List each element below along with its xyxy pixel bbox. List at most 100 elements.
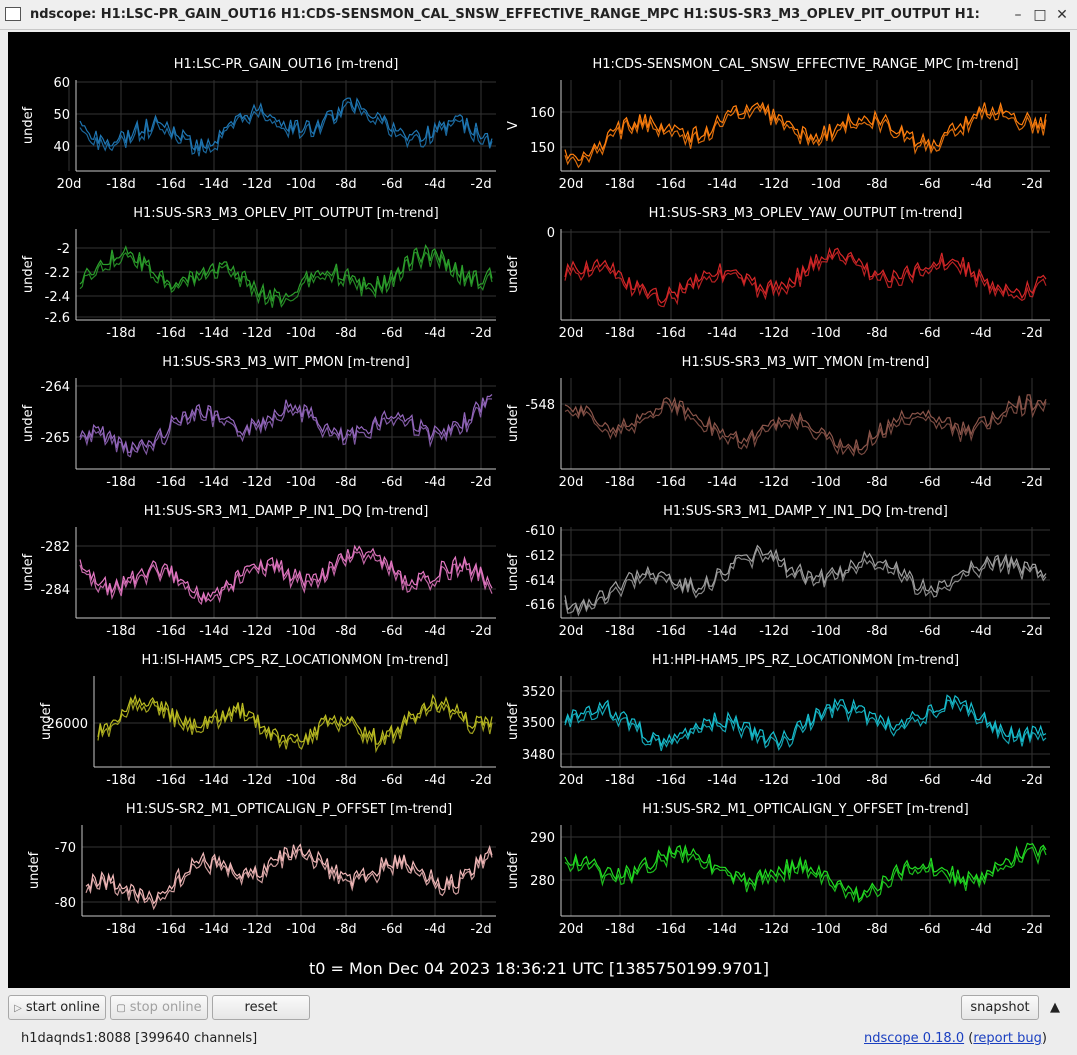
x-tick-label: -16d	[656, 177, 686, 192]
play-icon: ▷	[14, 1003, 22, 1014]
trace-min	[85, 848, 493, 911]
x-tick-label: -14d	[199, 624, 229, 639]
plot-panel: H1:SUS-SR2_M1_OPTICALIGN_Y_OFFSET [m-tre…	[506, 802, 1050, 937]
x-tick-label: -2d	[1021, 326, 1042, 341]
version-info: ndscope 0.18.0 (report bug)	[864, 1031, 1047, 1046]
x-tick-label: -12d	[242, 624, 272, 639]
reset-button[interactable]: reset	[212, 995, 310, 1020]
x-tick-label: -14d	[707, 177, 737, 192]
x-tick-label: -10d	[811, 773, 841, 788]
x-tick-label: 20d	[559, 475, 584, 490]
x-tick-label: -4d	[424, 922, 445, 937]
x-tick-label: 20d	[559, 326, 584, 341]
plot-panel: H1:SUS-SR3_M1_DAMP_P_IN1_DQ [m-trend] und…	[21, 504, 496, 639]
x-tick-label: -2d	[1021, 922, 1042, 937]
x-tick-label: -18d	[106, 773, 136, 788]
x-tick-label: -4d	[970, 475, 991, 490]
x-tick-label: -12d	[242, 475, 272, 490]
x-tick-label: -16d	[156, 624, 186, 639]
y-tick-label: -264	[40, 380, 70, 395]
x-tick-label: -2d	[470, 475, 491, 490]
trace-max	[79, 243, 493, 305]
x-tick-label: -18d	[605, 177, 635, 192]
x-tick-label: -14d	[199, 475, 229, 490]
x-tick-label: -8d	[335, 922, 356, 937]
plot-title: H1:SUS-SR3_M3_OPLEV_YAW_OUTPUT [m-trend]	[649, 206, 963, 221]
trace-max	[79, 97, 493, 152]
plot-title: H1:LSC-PR_GAIN_OUT16 [m-trend]	[174, 57, 399, 72]
x-tick-label: -10d	[286, 922, 316, 937]
collapse-arrow-icon[interactable]: ▲	[1050, 1000, 1060, 1015]
plot-panel: H1:CDS-SENSMON_CAL_SNSW_EFFECTIVE_RANGE_…	[506, 57, 1050, 192]
trace-max	[564, 544, 1047, 613]
report-bug-link[interactable]: report bug	[973, 1031, 1042, 1046]
plot-title: H1:SUS-SR2_M1_OPTICALIGN_P_OFFSET [m-tre…	[126, 802, 452, 817]
y-axis-label: undef	[21, 106, 36, 144]
window-title: ndscope: H1:LSC-PR_GAIN_OUT16 H1:CDS-SEN…	[30, 7, 980, 22]
y-tick-label: -548	[525, 398, 555, 413]
x-tick-label: -18d	[605, 475, 635, 490]
x-tick-label: -14d	[199, 177, 229, 192]
trace-min	[79, 101, 493, 157]
trace-max	[564, 694, 1047, 748]
snapshot-button[interactable]: snapshot	[961, 995, 1039, 1020]
trace-max	[564, 394, 1047, 453]
x-tick-label: -8d	[866, 475, 887, 490]
y-axis-label: V	[506, 121, 521, 130]
stop-online-button[interactable]: ▢ stop online	[110, 995, 208, 1020]
minimize-icon[interactable]: –	[1014, 7, 1022, 23]
y-tick-label: 40	[53, 140, 70, 155]
x-tick-label: -6d	[381, 624, 402, 639]
x-tick-label: -18d	[605, 624, 635, 639]
x-tick-label: -6d	[919, 326, 940, 341]
x-tick-label: -2d	[470, 624, 491, 639]
trace-min	[564, 250, 1047, 308]
plot-title: H1:SUS-SR3_M1_DAMP_Y_IN1_DQ [m-trend]	[663, 504, 948, 519]
plot-panel: H1:SUS-SR3_M3_OPLEV_PIT_OUTPUT [m-trend]…	[21, 206, 496, 341]
x-tick-label: -18d	[106, 177, 136, 192]
trace-max	[79, 394, 493, 453]
stop-online-label: stop online	[129, 1000, 202, 1015]
x-tick-label: -8d	[866, 773, 887, 788]
trace-min	[79, 550, 493, 606]
x-tick-label: -12d	[242, 922, 272, 937]
x-tick-label: -16d	[156, 922, 186, 937]
x-tick-label: -12d	[759, 177, 789, 192]
y-axis-label: undef	[506, 255, 521, 293]
x-tick-label: -16d	[156, 326, 186, 341]
y-tick-label: 3480	[522, 748, 555, 763]
y-tick-label: 60	[53, 76, 70, 91]
trace-min	[97, 699, 493, 754]
x-tick-label: 20d	[559, 177, 584, 192]
x-tick-label: -6d	[919, 624, 940, 639]
x-tick-label: -12d	[242, 177, 272, 192]
x-tick-label: -12d	[759, 773, 789, 788]
y-axis-label: undef	[21, 255, 36, 293]
plot-title: H1:SUS-SR3_M1_DAMP_P_IN1_DQ [m-trend]	[144, 504, 429, 519]
x-tick-label: -4d	[970, 326, 991, 341]
x-tick-label: -10d	[286, 624, 316, 639]
x-tick-label: -2d	[470, 326, 491, 341]
y-tick-label: -616	[525, 598, 555, 613]
x-tick-label: -18d	[106, 326, 136, 341]
y-axis-label: undef	[27, 851, 42, 889]
x-tick-label: -8d	[335, 624, 356, 639]
plot-title: H1:CDS-SENSMON_CAL_SNSW_EFFECTIVE_RANGE_…	[592, 57, 1018, 72]
x-tick-label: -18d	[106, 922, 136, 937]
y-tick-label: -612	[525, 549, 555, 564]
stop-icon: ▢	[116, 1003, 126, 1014]
maximize-icon[interactable]: □	[1033, 7, 1047, 23]
close-icon[interactable]: ✕	[1056, 7, 1068, 23]
version-link[interactable]: ndscope 0.18.0	[864, 1031, 965, 1046]
trace-max	[79, 544, 493, 602]
plots-canvas: H1:LSC-PR_GAIN_OUT16 [m-trend] undef 60 50 4…	[21, 57, 1050, 937]
x-tick-label: -18d	[106, 475, 136, 490]
x-tick-label: -6d	[919, 475, 940, 490]
trace-min	[564, 846, 1047, 904]
x-tick-label: -2d	[1021, 475, 1042, 490]
x-tick-label: -18d	[605, 922, 635, 937]
x-tick-label: -6d	[381, 326, 402, 341]
y-axis-label: undef	[21, 404, 36, 442]
x-tick-label: -6d	[381, 773, 402, 788]
start-online-button[interactable]: ▷ start online	[8, 995, 106, 1020]
